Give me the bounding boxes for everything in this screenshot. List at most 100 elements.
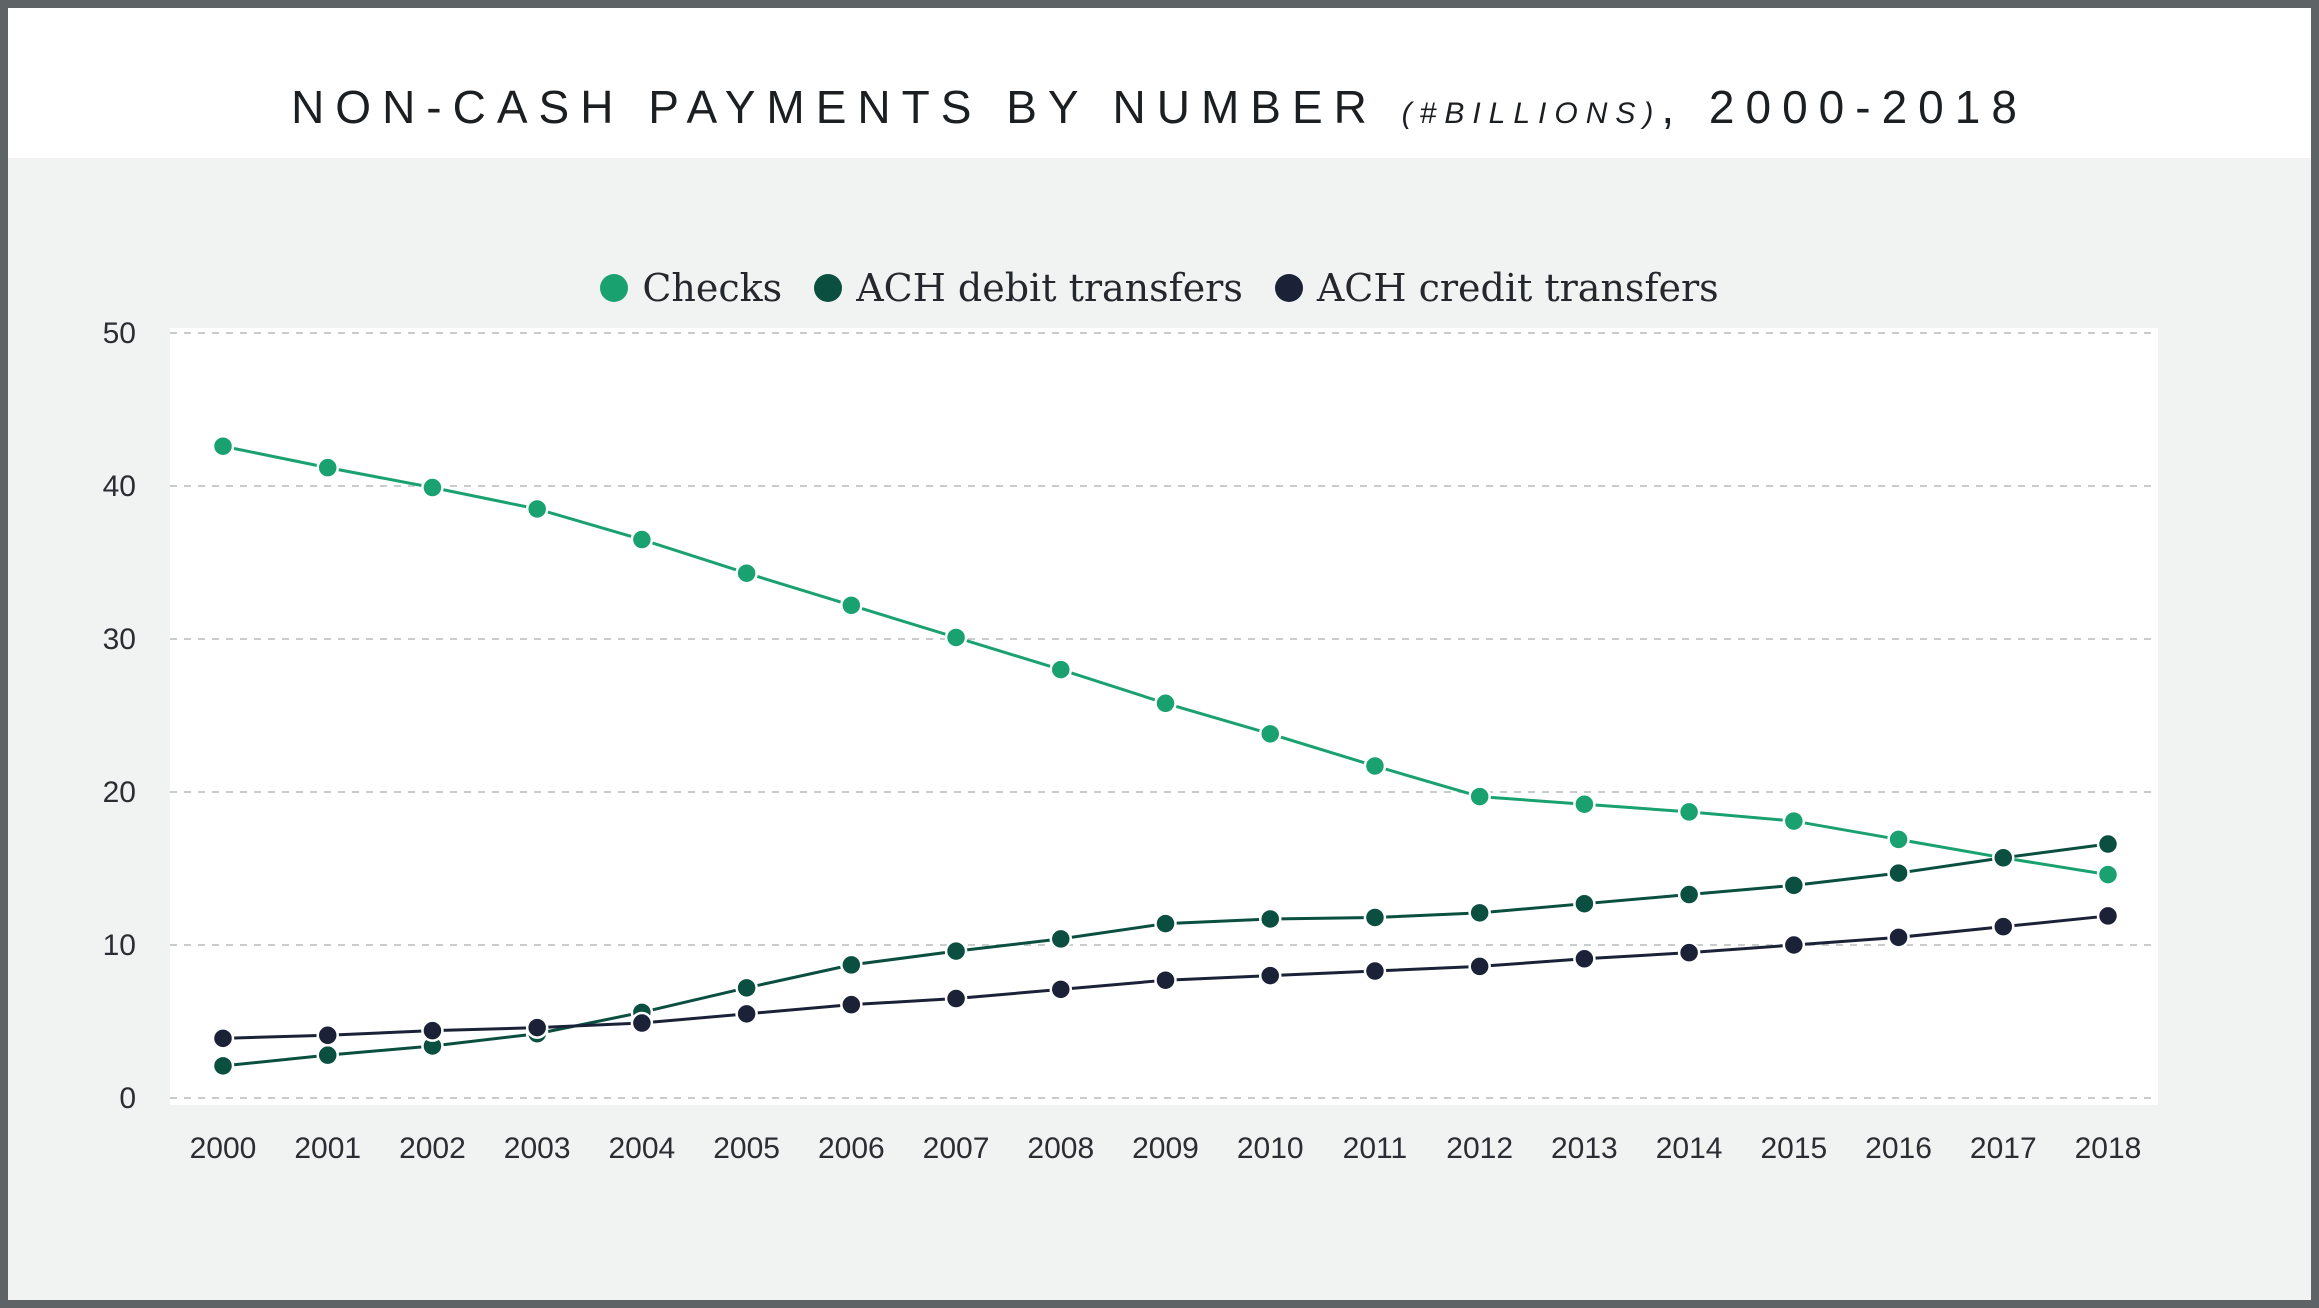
y-tick-label: 30 <box>103 623 136 656</box>
x-tick-label: 2005 <box>713 1132 780 1165</box>
data-point <box>211 434 235 458</box>
title-band: NON-CASH PAYMENTS BY NUMBER (#BILLIONS),… <box>8 8 2311 158</box>
data-point <box>1363 906 1387 929</box>
data-point <box>1573 792 1596 816</box>
y-axis-ticks: 0 10 20 30 40 50 <box>103 317 136 1115</box>
data-point <box>1049 927 1073 951</box>
chart-title-main: NON-CASH PAYMENTS BY NUMBER <box>291 81 1378 133</box>
data-point <box>1992 915 2015 938</box>
y-tick-label: 20 <box>103 776 136 809</box>
data-point <box>1677 883 1701 906</box>
x-tick-label: 2003 <box>504 1132 571 1165</box>
data-point <box>525 497 549 521</box>
legend-item: ACH credit transfers <box>1274 266 1719 310</box>
data-point <box>1258 907 1282 931</box>
legend-label: Checks <box>642 266 783 310</box>
data-point <box>2096 904 2120 928</box>
legend-swatch <box>600 274 629 302</box>
data-point <box>1363 959 1387 983</box>
data-point <box>316 456 339 479</box>
x-tick-label: 2014 <box>1656 1132 1723 1165</box>
legend-item: ACH debit transfers <box>814 266 1243 310</box>
legend: Checks ACH debit transfers ACH credit tran… <box>8 266 2311 310</box>
x-tick-label: 2011 <box>1343 1132 1408 1165</box>
data-point <box>630 528 654 551</box>
data-point <box>735 1002 758 1026</box>
gridlines <box>170 332 2158 1099</box>
line-chart: 0 10 20 30 40 50 2000 2001 2002 2003 2004 2005 2006… <box>103 317 2158 1165</box>
y-tick-label: 40 <box>103 470 136 503</box>
x-tick-label: 2010 <box>1237 1132 1304 1165</box>
data-point <box>1363 754 1387 778</box>
x-tick-label: 2015 <box>1760 1132 1827 1165</box>
data-point <box>630 1011 654 1035</box>
legend-label: ACH debit transfers <box>856 266 1243 310</box>
data-point <box>1468 955 1491 978</box>
data-point <box>1677 800 1701 824</box>
x-tick-label: 2004 <box>609 1132 676 1165</box>
x-tick-label: 2016 <box>1865 1132 1932 1165</box>
legend-swatch <box>1274 274 1303 302</box>
chart-frame: NON-CASH PAYMENTS BY NUMBER (#BILLIONS),… <box>8 8 2311 1300</box>
x-tick-label: 2018 <box>2075 1132 2142 1165</box>
chart-title-unit: (#BILLIONS) <box>1401 97 1662 130</box>
legend-label: ACH credit transfers <box>1316 266 1719 310</box>
data-point <box>840 953 863 977</box>
data-point <box>316 1043 339 1067</box>
data-point <box>1049 978 1073 1001</box>
data-point <box>1887 926 1910 949</box>
data-point <box>840 993 863 1016</box>
data-point <box>211 1027 235 1050</box>
data-point <box>525 1016 549 1039</box>
x-tick-label: 2008 <box>1027 1132 1094 1165</box>
data-point <box>1154 692 1177 715</box>
x-axis-ticks: 2000 2001 2002 2003 2004 2005 2006 2007 2008 2009… <box>190 1132 2142 1165</box>
data-point <box>944 939 968 963</box>
y-tick-label: 50 <box>103 317 136 350</box>
x-tick-label: 2013 <box>1551 1132 1618 1165</box>
data-point <box>2096 863 2120 886</box>
data-point <box>1258 964 1282 987</box>
data-point <box>421 1019 444 1042</box>
data-point <box>1258 722 1282 746</box>
data-point <box>1782 933 1806 957</box>
data-point <box>944 987 968 1010</box>
data-point <box>1468 901 1491 925</box>
legend-item: Checks <box>600 266 782 310</box>
series-layer <box>211 434 2120 1078</box>
data-point <box>1677 941 1701 964</box>
series-2 <box>211 904 2120 1050</box>
data-point <box>1887 861 1910 885</box>
x-tick-label: 2002 <box>399 1132 466 1165</box>
data-point <box>1782 809 1806 833</box>
data-point <box>1468 785 1491 808</box>
data-point <box>316 1024 339 1047</box>
y-tick-label: 0 <box>119 1082 136 1115</box>
data-point <box>1573 892 1596 915</box>
x-tick-label: 2000 <box>190 1132 257 1165</box>
data-point <box>2096 832 2120 856</box>
x-tick-label: 2012 <box>1446 1132 1513 1165</box>
data-point <box>1782 874 1806 897</box>
data-point <box>1992 846 2015 870</box>
data-point <box>1154 968 1177 992</box>
chart-title-suffix: , 2000-2018 <box>1661 81 2028 133</box>
data-point <box>1154 912 1177 935</box>
x-tick-label: 2007 <box>923 1132 990 1165</box>
x-tick-label: 2006 <box>818 1132 885 1165</box>
x-tick-label: 2001 <box>294 1132 361 1165</box>
data-point <box>735 976 758 1000</box>
data-point <box>421 476 444 499</box>
y-tick-label: 10 <box>103 929 136 962</box>
chart-title: NON-CASH PAYMENTS BY NUMBER (#BILLIONS),… <box>8 80 2311 134</box>
data-point <box>840 594 863 617</box>
legend-swatch <box>814 274 843 302</box>
series-0 <box>211 434 2120 886</box>
data-point <box>1887 828 1910 851</box>
x-tick-label: 2009 <box>1132 1132 1199 1165</box>
data-point <box>1049 658 1073 681</box>
data-point <box>944 626 968 649</box>
data-point <box>1573 947 1596 971</box>
x-tick-label: 2017 <box>1970 1132 2037 1165</box>
data-point <box>735 561 758 585</box>
